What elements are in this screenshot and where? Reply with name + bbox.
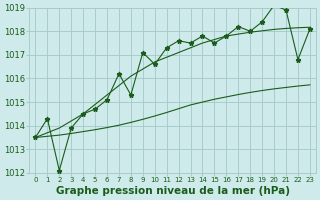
X-axis label: Graphe pression niveau de la mer (hPa): Graphe pression niveau de la mer (hPa) [56, 186, 290, 196]
